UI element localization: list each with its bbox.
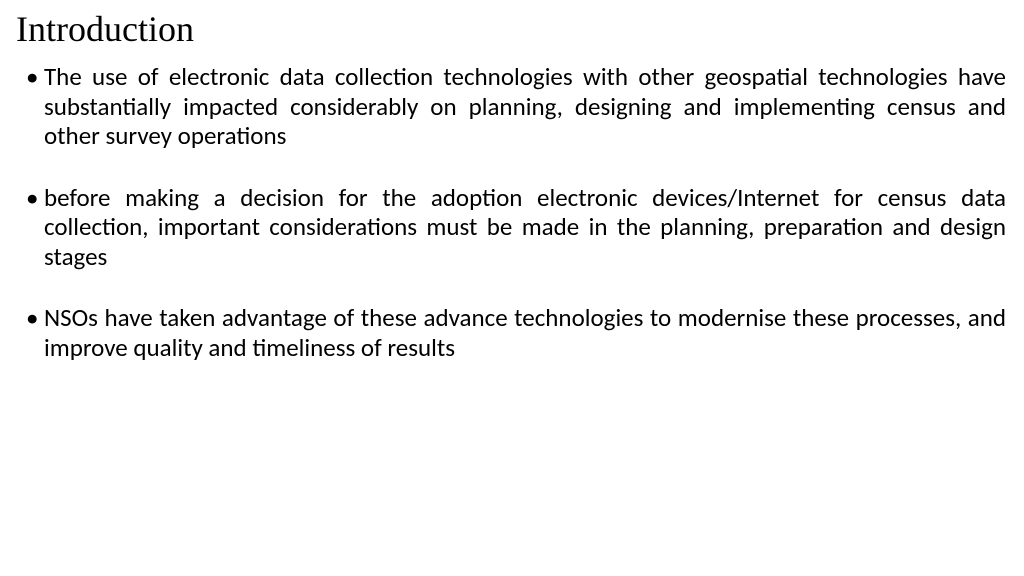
list-item: The use of electronic data collection te… [44,62,1006,151]
list-item: NSOs have taken advantage of these advan… [44,303,1006,362]
list-item: before making a decision for the adoptio… [44,183,1006,272]
bullet-list: The use of electronic data collection te… [18,62,1006,362]
slide-title: Introduction [16,8,1006,50]
